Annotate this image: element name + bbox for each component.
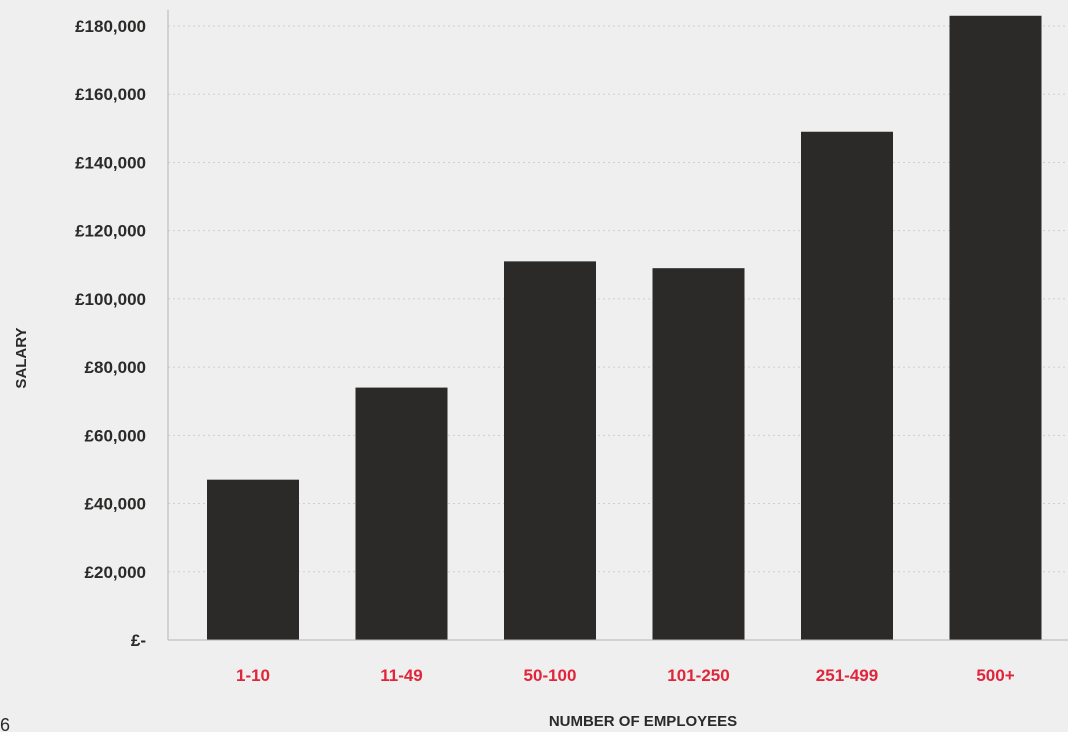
y-tick-label: £120,000 [75, 222, 146, 241]
bars [207, 15, 1042, 641]
x-tick-label: 101-250 [667, 666, 729, 685]
x-tick-label: 1-10 [236, 666, 270, 685]
y-tick-label: £160,000 [75, 85, 146, 104]
y-tick-label: £100,000 [75, 290, 146, 309]
y-tick-label: £180,000 [75, 17, 146, 36]
bar-251-499 [801, 131, 893, 640]
page-number: 6 [0, 715, 10, 732]
y-tick-label: £80,000 [85, 358, 146, 377]
x-tick-label: 11-49 [380, 666, 423, 685]
y-axis-title: SALARY [13, 327, 30, 388]
x-tick-label: 251-499 [816, 666, 878, 685]
y-tick-label: £60,000 [85, 426, 146, 445]
x-tick-label: 500+ [976, 666, 1014, 685]
bar-101-250 [652, 268, 745, 640]
y-tick-labels: £- £20,000 £40,000 £60,000 £80,000 £100,000 £1… [75, 17, 146, 650]
bar-1-10 [207, 479, 299, 640]
y-tick-label: £- [131, 631, 146, 650]
y-tick-label: £40,000 [85, 495, 146, 514]
bar-500+ [949, 15, 1042, 641]
bar-11-49 [355, 387, 448, 640]
x-tick-label: 50-100 [524, 666, 577, 685]
y-tick-label: £140,000 [75, 153, 146, 172]
gridlines [168, 25, 1068, 573]
x-axis-title: NUMBER OF EMPLOYEES [549, 713, 737, 730]
bar-50-100 [504, 261, 596, 640]
y-tick-label: £20,000 [85, 563, 146, 582]
x-tick-labels: 1-10 11-49 50-100 101-250 251-499 500+ [236, 666, 1015, 685]
